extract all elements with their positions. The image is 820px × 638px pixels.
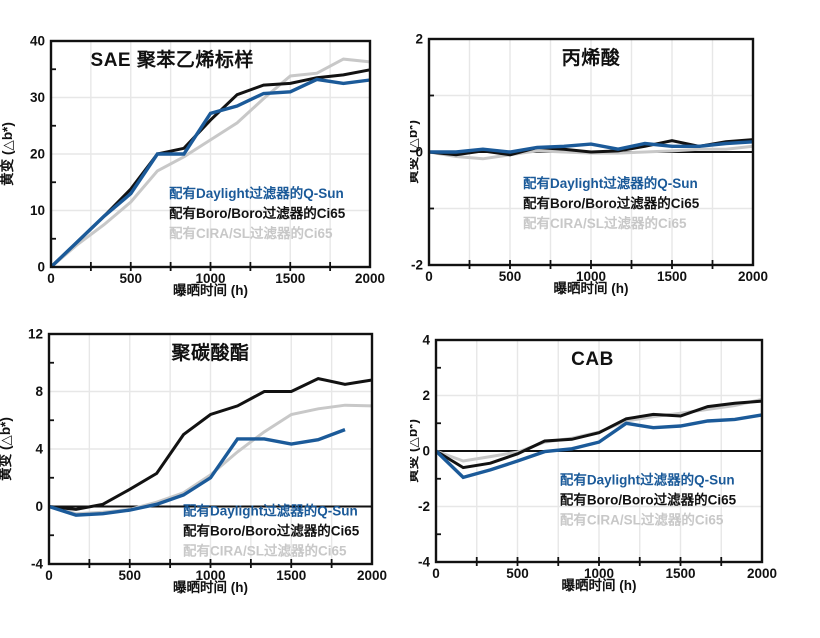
x-tick-label: 0 <box>47 271 55 286</box>
x-tick-label: 0 <box>45 568 53 583</box>
x-tick-label: 1500 <box>276 568 306 583</box>
y-tick-label: 4 <box>35 442 43 457</box>
y-tick-label: -2 <box>418 499 430 514</box>
x-tick-label: 1000 <box>576 269 606 284</box>
chart-title: 丙烯酸 <box>562 46 621 69</box>
x-tick-label: 500 <box>118 568 141 583</box>
x-tick-label: 1000 <box>195 568 225 583</box>
x-tick-label: 2000 <box>357 568 387 583</box>
legend-boro: 配有Boro/Boro过滤器的Ci65 <box>523 195 700 211</box>
legend-qsun: 配有Daylight过滤器的Q-Sun <box>169 185 344 201</box>
y-tick-label: 0 <box>35 499 43 514</box>
legend-cira: 配有CIRA/SL过滤器的Ci65 <box>560 511 724 527</box>
y-axis-label: 黄变 (△b*) <box>0 122 15 186</box>
series-cira-line <box>50 57 371 269</box>
x-axis-label: 曝晒时间 (h) <box>173 579 248 595</box>
x-tick-label: 500 <box>499 269 522 284</box>
chart-title: 聚碳酸酯 <box>170 341 249 364</box>
x-tick-label: 2000 <box>747 566 777 581</box>
x-tick-label: 2000 <box>355 271 385 286</box>
x-tick-label: 1500 <box>665 566 695 581</box>
y-tick-label: 10 <box>30 203 45 218</box>
series-qsun-line <box>49 77 371 269</box>
y-tick-label: 0 <box>422 444 430 459</box>
x-tick-label: 500 <box>506 566 529 581</box>
legend-qsun: 配有Daylight过滤器的Q-Sun <box>183 503 358 519</box>
x-tick-label: 0 <box>425 269 433 284</box>
y-tick-label: -4 <box>31 557 43 572</box>
legend-boro: 配有Boro/Boro过滤器的Ci65 <box>169 205 346 221</box>
chart-title: CAB <box>571 349 614 370</box>
legend-boro: 配有Boro/Boro过滤器的Ci65 <box>183 523 360 539</box>
series-qsun-line <box>429 140 754 154</box>
chart-sae-polystyrene: 0 10 20 30 40 0 500 1000 1500 2000 SAE 聚苯乙烯标样曝晒时间 … <box>0 34 385 299</box>
y-tick-label: 12 <box>28 327 43 342</box>
x-axis-label: 曝晒时间 (h) <box>173 282 248 298</box>
y-axis-label: 黄变 (△b*) <box>0 417 13 481</box>
y-tick-label: 0 <box>415 145 423 160</box>
y-tick-label: 0 <box>37 260 45 275</box>
x-tick-label: 0 <box>432 566 440 581</box>
x-tick-label: 1500 <box>275 271 305 286</box>
x-tick-label: 1000 <box>195 271 225 286</box>
x-tick-label: 2000 <box>738 269 768 284</box>
series-boro-line <box>435 399 763 470</box>
chart-title: SAE 聚苯乙烯标样 <box>91 48 254 71</box>
legend-qsun: 配有Daylight过滤器的Q-Sun <box>560 471 735 487</box>
chart-cab: -4 -2 0 2 4 0 500 1000 1500 2000 CAB 曝晒时间 (h) 黄变 (△b… <box>410 333 777 594</box>
y-tick-label: -4 <box>418 555 430 570</box>
y-tick-label: -2 <box>411 258 423 273</box>
y-tick-label: 40 <box>30 34 45 49</box>
legend-boro: 配有Boro/Boro过滤器的Ci65 <box>560 491 737 507</box>
y-axis-label: 黄变 (△b*) <box>410 419 420 483</box>
x-tick-label: 1500 <box>657 269 687 284</box>
x-tick-label: 500 <box>119 271 142 286</box>
y-tick-label: 2 <box>422 388 430 403</box>
y-tick-label: 2 <box>415 32 423 47</box>
y-tick-label: 20 <box>30 147 45 162</box>
series-boro-line <box>48 377 373 511</box>
legend-cira: 配有CIRA/SL过滤器的Ci65 <box>183 543 347 559</box>
y-tick-label: 4 <box>422 333 430 348</box>
x-axis-label: 曝晒时间 (h) <box>554 280 629 296</box>
y-tick-label: 30 <box>30 90 45 105</box>
x-axis-label: 曝晒时间 (h) <box>562 577 637 593</box>
legend-qsun: 配有Daylight过滤器的Q-Sun <box>523 175 698 191</box>
legend-cira: 配有CIRA/SL过滤器的Ci65 <box>523 215 687 231</box>
y-tick-label: 8 <box>35 384 43 399</box>
series-qsun-line <box>434 413 763 480</box>
x-tick-label: 1000 <box>584 566 614 581</box>
series-qsun-line <box>48 428 346 517</box>
legend-cira: 配有CIRA/SL过滤器的Ci65 <box>169 225 333 241</box>
y-axis-label: 黄变 (△b*) <box>410 120 420 184</box>
